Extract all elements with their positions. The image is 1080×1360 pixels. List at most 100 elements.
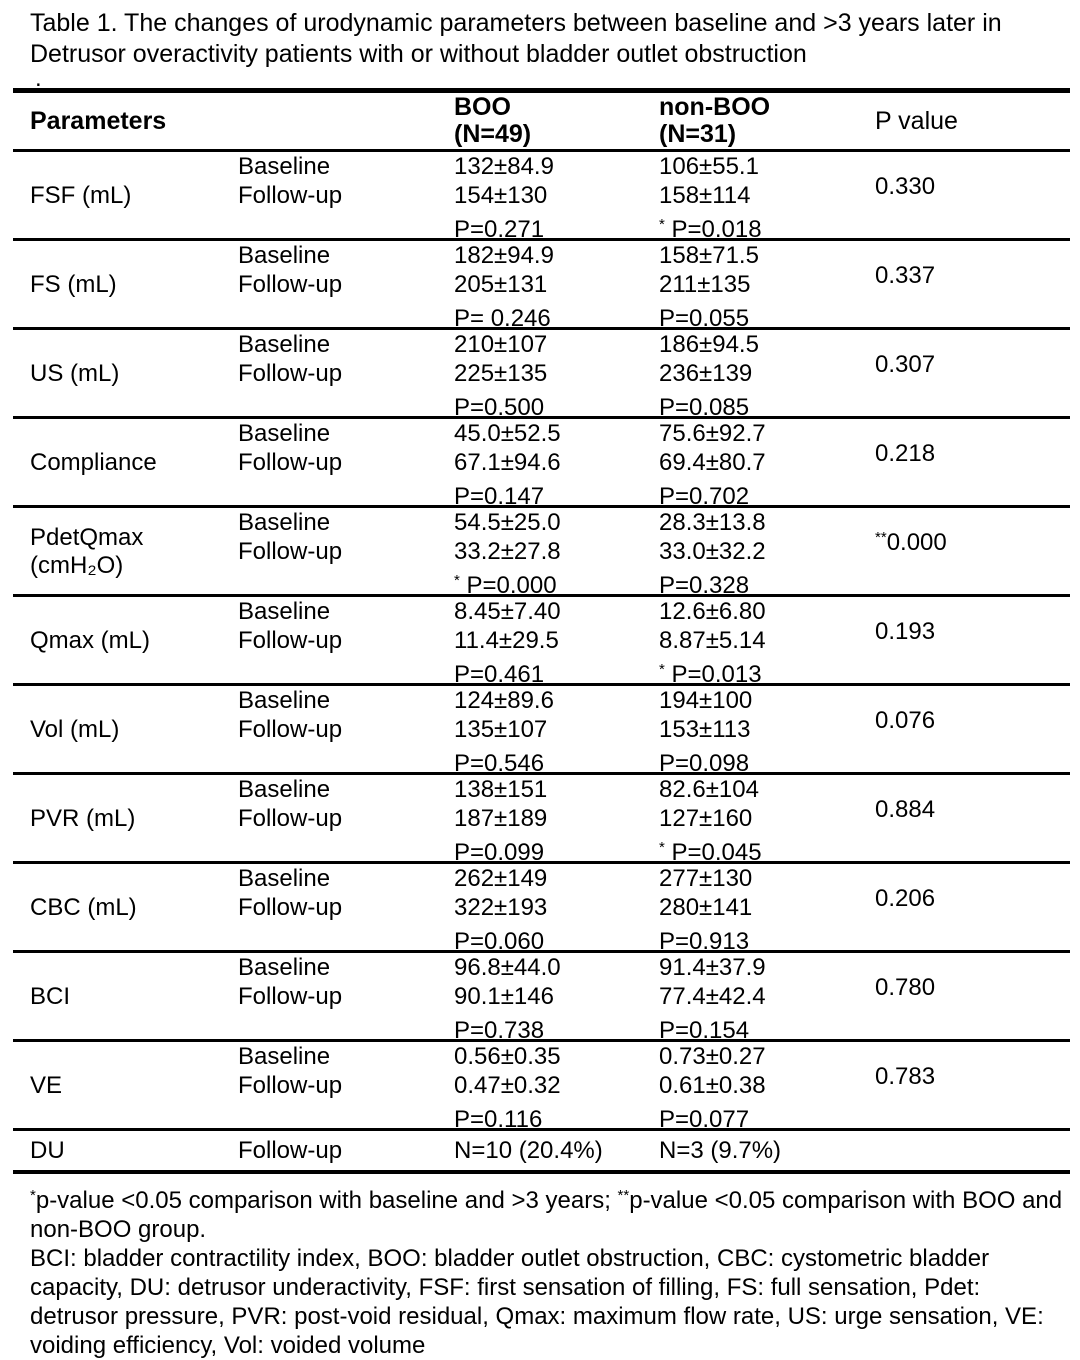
asterisk-single: *: [30, 1187, 36, 1204]
group-p-line: 0.193: [875, 612, 1070, 645]
footnotes: *p-value <0.05 comparison with baseline …: [30, 1181, 1067, 1360]
boo-p-line: P=0.099: [454, 833, 659, 866]
visit-cell: Baseline Follow-up: [238, 241, 454, 328]
boo-cell: 182±94.9 205±131 P= 0.246: [454, 241, 659, 332]
parameter-line2: (cmH₂O): [30, 551, 124, 579]
nonboo-p-line: * P=0.013: [659, 655, 875, 688]
nonboo-followup-value: 8.87±5.14: [659, 627, 766, 654]
parameter-cell: PVR (mL): [30, 775, 238, 862]
boo-cell: 8.45±7.40 11.4±29.5 P=0.461: [454, 597, 659, 688]
nonboo-p-line: * P=0.045: [659, 833, 875, 866]
parameter-cell: Qmax (mL): [30, 597, 238, 684]
nonboo-followup-value: 127±160: [659, 805, 753, 832]
visit-followup-label: Follow-up: [238, 983, 343, 1010]
group-p-cell: 0.337: [875, 241, 1070, 328]
du-nonboo-value: N=3 (9.7%): [659, 1136, 782, 1164]
group-p-value: 0.337: [875, 262, 936, 289]
nonboo-p-line: P=0.328: [659, 566, 875, 599]
boo-p-line: P=0.738: [454, 1011, 659, 1044]
boo-p-line: P=0.271: [454, 210, 659, 243]
boo-p-line: P=0.500: [454, 388, 659, 421]
table-row: Qmax (mL) Baseline Follow-up 8.45±7.40 1…: [13, 594, 1070, 688]
visit-followup-label: Follow-up: [238, 271, 343, 298]
boo-cell: 138±151 187±189 P=0.099: [454, 775, 659, 866]
nonboo-followup-value: 0.61±0.38: [659, 1072, 766, 1099]
visit-followup-label: Follow-up: [238, 360, 343, 387]
significance-asterisk: *: [659, 216, 665, 233]
visit-baseline-label: Baseline: [238, 954, 331, 981]
nonboo-baseline-value: 0.73±0.27: [659, 1043, 766, 1070]
visit-followup-label: Follow-up: [238, 182, 343, 209]
boo-p-line: * P=0.000: [454, 566, 659, 599]
group-p-value: 0.193: [875, 618, 936, 645]
visit-cell: Baseline Follow-up: [238, 597, 454, 684]
nonboo-p-value: P=0.077: [659, 1106, 750, 1133]
nonboo-p-value: P=0.013: [664, 661, 762, 688]
parameter-name: VE: [30, 1072, 62, 1100]
parameter-name: Vol (mL): [30, 716, 119, 744]
nonboo-cell: 91.4±37.9 77.4±42.4 P=0.154: [659, 953, 875, 1044]
visit-cell: Baseline Follow-up: [238, 152, 454, 239]
nonboo-p-line: P=0.055: [659, 299, 875, 332]
table-row: PVR (mL) Baseline Follow-up 138±151 187±…: [13, 772, 1070, 866]
parameter-name: Qmax (mL): [30, 627, 150, 655]
parameter-name: PVR (mL): [30, 805, 135, 833]
boo-followup-value: 135±107: [454, 716, 548, 743]
boo-followup-value: 0.47±0.32: [454, 1072, 561, 1099]
table-row: PdetQmax (cmH₂O) Baseline Follow-up 54.5…: [13, 505, 1070, 599]
group-p-value: 0.783: [875, 1063, 936, 1090]
group-p-line: 0.218: [875, 434, 1070, 467]
nonboo-followup-value: 280±141: [659, 894, 753, 921]
boo-p-value: P=0.147: [454, 483, 545, 510]
asterisk-double: **: [617, 1187, 630, 1204]
boo-p-line: P=0.147: [454, 477, 659, 510]
header-nonboo-group: non-BOO (N=31): [659, 93, 875, 149]
group-p-cell: 0.076: [875, 686, 1070, 773]
nonboo-p-value: P=0.045: [664, 839, 762, 866]
visit-baseline-label: Baseline: [238, 420, 331, 447]
visit-baseline-label: Baseline: [238, 242, 331, 269]
boo-followup-value: 322±193: [454, 894, 548, 921]
nonboo-p-line: P=0.702: [659, 477, 875, 510]
table-caption-line2: Detrusor overactivity patients with or w…: [30, 40, 807, 68]
group-p-cell: 0.307: [875, 330, 1070, 417]
parameter-name: Compliance: [30, 449, 157, 477]
boo-p-value: P=0.271: [454, 216, 545, 243]
visit-cell: Baseline Follow-up: [238, 1042, 454, 1129]
parameter-line1: Compliance: [30, 448, 157, 476]
abbreviations-note: BCI: bladder contractility index, BOO: b…: [30, 1245, 1044, 1359]
nonboo-baseline-value: 91.4±37.9: [659, 954, 766, 981]
table-row: FS (mL) Baseline Follow-up 182±94.9 205±…: [13, 238, 1070, 332]
nonboo-p-line: P=0.077: [659, 1100, 875, 1133]
nonboo-p-line: * P=0.018: [659, 210, 875, 243]
significance-asterisk: *: [659, 661, 665, 678]
boo-cell: 54.5±25.0 33.2±27.8 * P=0.000: [454, 508, 659, 599]
table-body: FSF (mL) Baseline Follow-up 132±84.9 154…: [13, 149, 1070, 1133]
boo-p-line: P=0.461: [454, 655, 659, 688]
nonboo-cell: 12.6±6.80 8.87±5.14 * P=0.013: [659, 597, 875, 688]
group-p-value: 0.076: [875, 707, 936, 734]
boo-cell: 262±149 322±193 P=0.060: [454, 864, 659, 955]
nonboo-cell: 106±55.1 158±114 * P=0.018: [659, 152, 875, 243]
nonboo-cell: 186±94.5 236±139 P=0.085: [659, 330, 875, 421]
table-caption-line1: Table 1. The changes of urodynamic param…: [30, 9, 1002, 37]
parameter-line1: FSF (mL): [30, 181, 132, 209]
visit-cell: Baseline Follow-up: [238, 864, 454, 951]
boo-p-line: P=0.546: [454, 744, 659, 777]
table-row: FSF (mL) Baseline Follow-up 132±84.9 154…: [13, 149, 1070, 243]
visit-baseline-label: Baseline: [238, 1043, 331, 1070]
nonboo-followup-value: 158±114: [659, 182, 751, 209]
parameter-line1: FS (mL): [30, 270, 117, 298]
parameter-line1: VE: [30, 1071, 63, 1099]
header-p-value: P value: [875, 106, 958, 135]
nonboo-followup-value: 153±113: [659, 716, 751, 743]
visit-followup-label: Follow-up: [238, 1072, 343, 1099]
nonboo-p-value: P=0.913: [659, 928, 750, 955]
visit-cell: Baseline Follow-up: [238, 419, 454, 506]
visit-followup-label: Follow-up: [238, 627, 343, 654]
significance-note-part2: p-value <0.05 comparison with BOO and no…: [30, 1187, 1063, 1243]
visit-followup-label: Follow-up: [238, 538, 343, 565]
visit-cell: Baseline Follow-up: [238, 686, 454, 773]
parameter-name: FSF (mL): [30, 182, 131, 210]
